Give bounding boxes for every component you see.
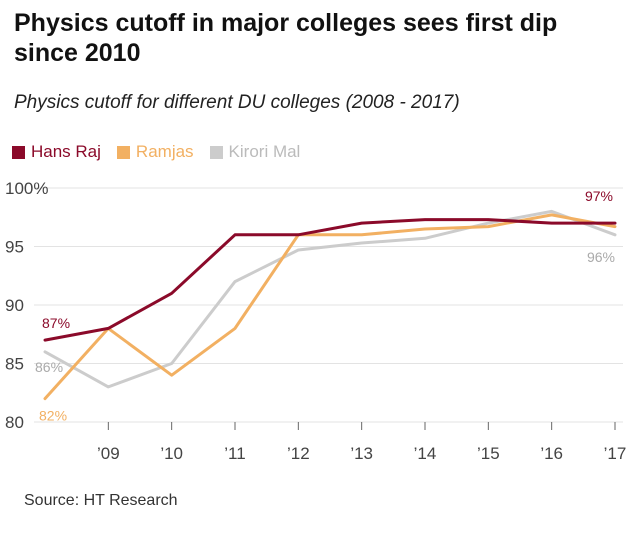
data-label: 96% bbox=[587, 249, 615, 265]
series-line-ramjas bbox=[43, 213, 617, 401]
legend-label-hans-raj: Hans Raj bbox=[31, 142, 101, 161]
legend-item-hans-raj: Hans Raj bbox=[12, 142, 101, 162]
data-label: 87% bbox=[42, 315, 70, 331]
y-tick-label: 80 bbox=[5, 413, 24, 432]
x-tick-label: ’10 bbox=[160, 444, 183, 463]
y-tick-label: 95 bbox=[5, 238, 24, 257]
x-tick-label: ’09 bbox=[97, 444, 120, 463]
legend-label-kirori-mal: Kirori Mal bbox=[228, 142, 301, 161]
x-tick-label: ’16 bbox=[540, 444, 563, 463]
legend-swatch-ramjas bbox=[116, 145, 130, 159]
legend-swatch-hans-raj bbox=[12, 145, 25, 159]
x-tick-label: ’17 bbox=[604, 444, 627, 463]
legend-label-ramjas: Ramjas bbox=[135, 142, 194, 161]
x-tick-label: ’14 bbox=[414, 444, 437, 463]
data-label: 82% bbox=[39, 408, 67, 424]
data-label: 86% bbox=[35, 359, 63, 375]
chart-title: Physics cutoff in major colleges sees fi… bbox=[14, 9, 558, 67]
legend: Hans Raj Ramjas Kirori Mal bbox=[12, 142, 308, 162]
x-tick-label: ’11 bbox=[224, 444, 245, 463]
data-label: 97% bbox=[585, 188, 613, 204]
y-tick-label: 85 bbox=[5, 355, 24, 374]
x-tick-label: ’13 bbox=[350, 444, 373, 463]
y-tick-label: 100% bbox=[5, 179, 48, 198]
legend-item-kirori-mal: Kirori Mal bbox=[209, 142, 301, 162]
source-note: Source: HT Research bbox=[24, 492, 178, 509]
series-line-hans-raj bbox=[43, 218, 617, 342]
y-tick-label: 90 bbox=[5, 296, 24, 315]
series-line-kirori-mal bbox=[43, 209, 617, 389]
legend-swatch-kirori-mal bbox=[209, 145, 223, 159]
x-tick-label: ’12 bbox=[287, 444, 310, 463]
chart-subtitle: Physics cutoff for different DU colleges… bbox=[14, 92, 460, 113]
x-tick-label: ’15 bbox=[477, 444, 500, 463]
legend-item-ramjas: Ramjas bbox=[116, 142, 194, 162]
